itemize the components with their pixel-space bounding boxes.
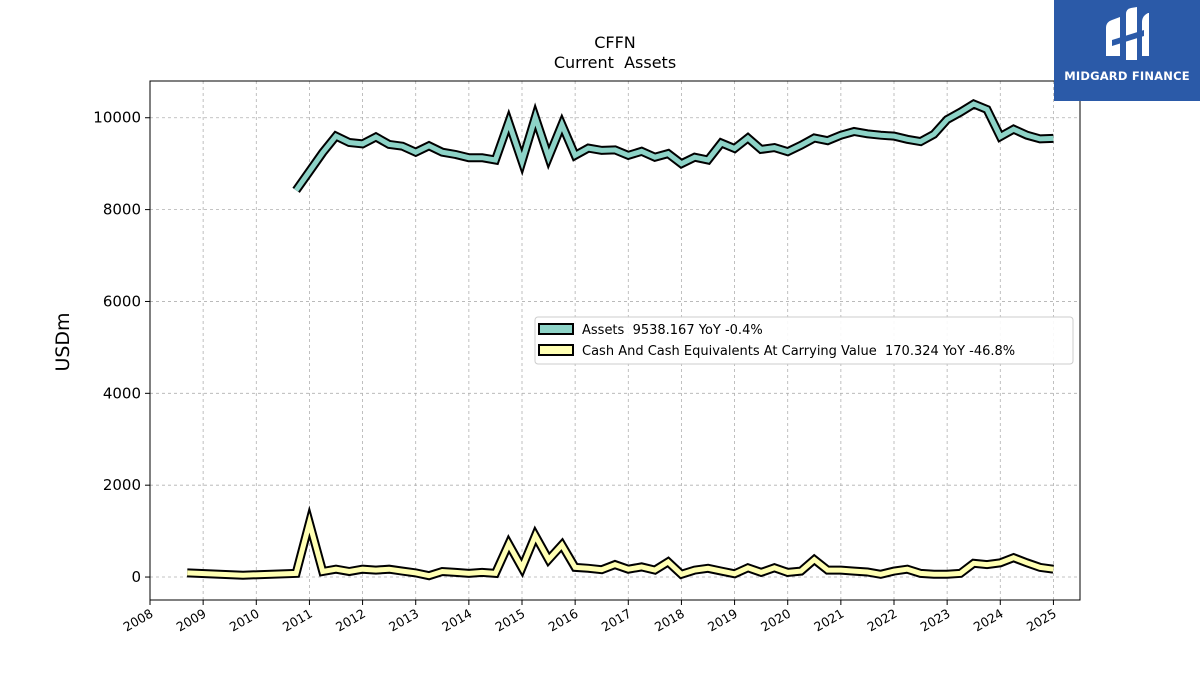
- brand-name: MIDGARD FINANCE: [1064, 69, 1190, 83]
- series-line: [294, 101, 1054, 192]
- x-tick-label: 2019: [705, 606, 740, 635]
- legend-label: Assets 9538.167 YoY -0.4%: [582, 323, 763, 338]
- series-line: [187, 513, 1054, 579]
- x-tick-label: 2021: [811, 606, 846, 635]
- series-0: [292, 98, 1054, 193]
- legend-box: [534, 316, 1074, 365]
- legend-swatch: [538, 323, 574, 335]
- x-tick-label: 2023: [918, 606, 953, 635]
- x-tick-label: 2018: [652, 606, 687, 635]
- y-axis-label: USDm: [52, 312, 74, 371]
- y-tick-label: 2000: [103, 476, 141, 494]
- x-tick-label: 2011: [280, 606, 315, 635]
- x-tick-label: 2024: [971, 606, 1006, 635]
- chart-title: CFFN: [594, 33, 636, 52]
- y-tick-label: 0: [131, 568, 141, 586]
- y-tick-label: 4000: [103, 384, 141, 402]
- series-group: [187, 98, 1055, 581]
- y-tick-label: 10000: [93, 109, 141, 127]
- x-tick-label: 2009: [174, 606, 209, 635]
- x-tick-label: 2017: [599, 606, 634, 635]
- legend: Assets 9538.167 YoY -0.4% Cash And Cash E…: [534, 316, 1074, 365]
- plot-frame: [149, 80, 1081, 601]
- y-tick-label: 6000: [103, 292, 141, 310]
- legend-swatch: [538, 344, 574, 356]
- chart-subtitle: Current Assets: [554, 53, 676, 72]
- x-tick-label: 2022: [864, 606, 899, 635]
- x-tick-label: 2016: [546, 606, 581, 635]
- y-axis: 0 2000 4000 6000 8000 10000: [93, 109, 150, 586]
- x-tick-label: 2008: [120, 606, 155, 635]
- midgard-logo-icon: [1106, 7, 1149, 60]
- series-1: [187, 505, 1055, 581]
- x-tick-label: 2010: [227, 606, 262, 635]
- y-tick-label: 8000: [103, 201, 141, 219]
- brand-logo: MIDGARD FINANCE: [1054, 0, 1200, 101]
- x-tick-label: 2013: [386, 606, 421, 635]
- x-tick-label: 2015: [492, 606, 527, 635]
- legend-label: Cash And Cash Equivalents At Carrying Va…: [582, 344, 1015, 359]
- x-tick-label: 2020: [758, 606, 793, 635]
- x-tick-label: 2014: [439, 606, 474, 635]
- x-axis: 2008 2009 2010 2011 2012 2013 2014 2015 2016 2017…: [120, 600, 1059, 635]
- x-tick-label: 2012: [333, 606, 368, 635]
- x-tick-label: 2025: [1024, 606, 1059, 635]
